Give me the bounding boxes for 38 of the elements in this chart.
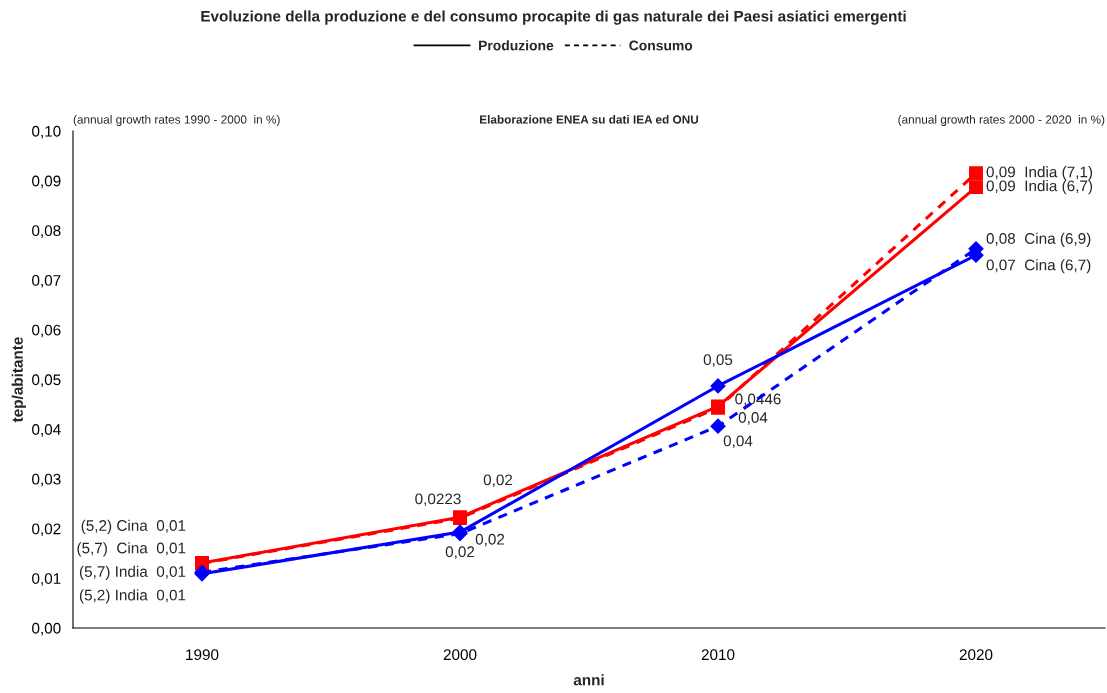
data-label: 0,02	[475, 533, 505, 547]
y-tick-label: 0,02	[32, 523, 61, 537]
data-label: 0,02	[445, 546, 475, 559]
text: (annual growth rates 1990 - 2000 in %)	[73, 115, 280, 127]
data-label: 0,05	[703, 354, 733, 367]
text: Consumo	[629, 40, 693, 51]
y-tick-label: 0,08	[32, 225, 61, 238]
x-tick-label: 2010	[701, 649, 735, 661]
data-label: (5,7) India 0,01	[79, 565, 186, 581]
chart-title: Evoluzione della produzione e del consumo procapite di gas naturale dei Paesi asiatici emergenti	[201, 10, 906, 25]
y-tick-label: 0,10	[32, 125, 61, 139]
data-label: 0,09 India (7,1)	[986, 166, 1093, 181]
y-tick-label: 0,06	[32, 324, 61, 338]
y-tick-label: 0,05	[32, 374, 61, 387]
data-label: (5,7) Cina 0,01	[77, 542, 186, 557]
y-tick-label: 0,07	[32, 274, 61, 288]
data-label: 0,07 Cina (6,7)	[986, 259, 1091, 274]
data-label: 0,08 Cina (6,9)	[986, 232, 1091, 247]
y-tick-label: 0,04	[32, 424, 61, 437]
data-label: (5,2) India 0,01	[79, 589, 186, 604]
y-axis-title: tep/abitante	[11, 337, 26, 423]
x-axis-title: anni	[573, 674, 604, 686]
data-label: 0,09 India (6,7)	[986, 180, 1093, 195]
y-tick-label: 0,09	[32, 175, 61, 189]
data-label: 0,04	[738, 412, 768, 425]
data-label: 0,02	[483, 474, 513, 488]
text: Elaborazione ENEA su dati IEA ed ONU	[480, 115, 699, 124]
x-tick-label: 2020	[959, 649, 993, 661]
data-label: 0,0223	[415, 493, 461, 507]
y-tick-label: 0,03	[32, 473, 61, 487]
text: Produzione	[479, 40, 554, 51]
data-label: 0,04	[723, 435, 753, 449]
y-tick-label: 0,01	[32, 573, 61, 586]
x-tick-label: 2000	[443, 649, 477, 661]
data-label: (5,2) Cina 0,01	[81, 519, 186, 534]
text: (annual growth rates 2000 - 2020 in %)	[898, 115, 1105, 127]
x-tick-label: 1990	[186, 649, 219, 661]
y-tick-label: 0,00	[32, 622, 61, 636]
